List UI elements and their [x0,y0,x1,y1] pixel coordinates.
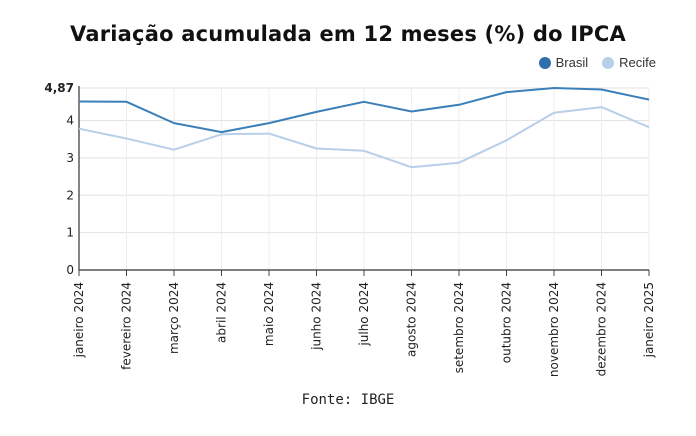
x-tick-label: junho 2024 [310,282,324,351]
y-tick-label: 2 [66,188,74,202]
y-tick-label: 3 [66,151,74,165]
y-tick-label: 4 [66,114,74,128]
series-line-recife [78,106,650,169]
x-tick-label: março 2024 [167,282,181,354]
y-tick-label: 4,87 [44,81,74,95]
y-tick-label: 0 [66,263,74,277]
legend-swatch-recife [602,56,615,69]
legend-item-recife[interactable]: Recife [602,55,656,70]
chart-source: Fonte: IBGE [301,392,395,408]
chart-legend: Brasil Recife [538,55,656,70]
x-tick-label: abril 2024 [215,282,229,343]
x-tick-label: outubro 2024 [500,282,514,363]
x-tick-label: setembro 2024 [452,282,466,373]
series-line-brasil [78,87,650,134]
x-tick-label: novembro 2024 [547,282,561,377]
x-tick-label: janeiro 2024 [72,282,86,358]
x-tick-label: fevereiro 2024 [120,282,134,370]
x-tick-label: maio 2024 [262,282,276,346]
x-tick-label: julho 2024 [357,282,371,347]
legend-item-brasil[interactable]: Brasil [538,55,589,70]
y-tick-label: 1 [66,226,74,240]
x-tick-label: dezembro 2024 [595,282,609,376]
x-tick-label: janeiro 2025 [642,282,656,358]
chart-title: Variação acumulada em 12 meses (%) do IP… [70,22,626,46]
legend-label-recife: Recife [619,55,656,70]
legend-label-brasil: Brasil [555,55,589,70]
x-tick-label: agosto 2024 [405,282,419,357]
legend-swatch-brasil [538,56,551,69]
